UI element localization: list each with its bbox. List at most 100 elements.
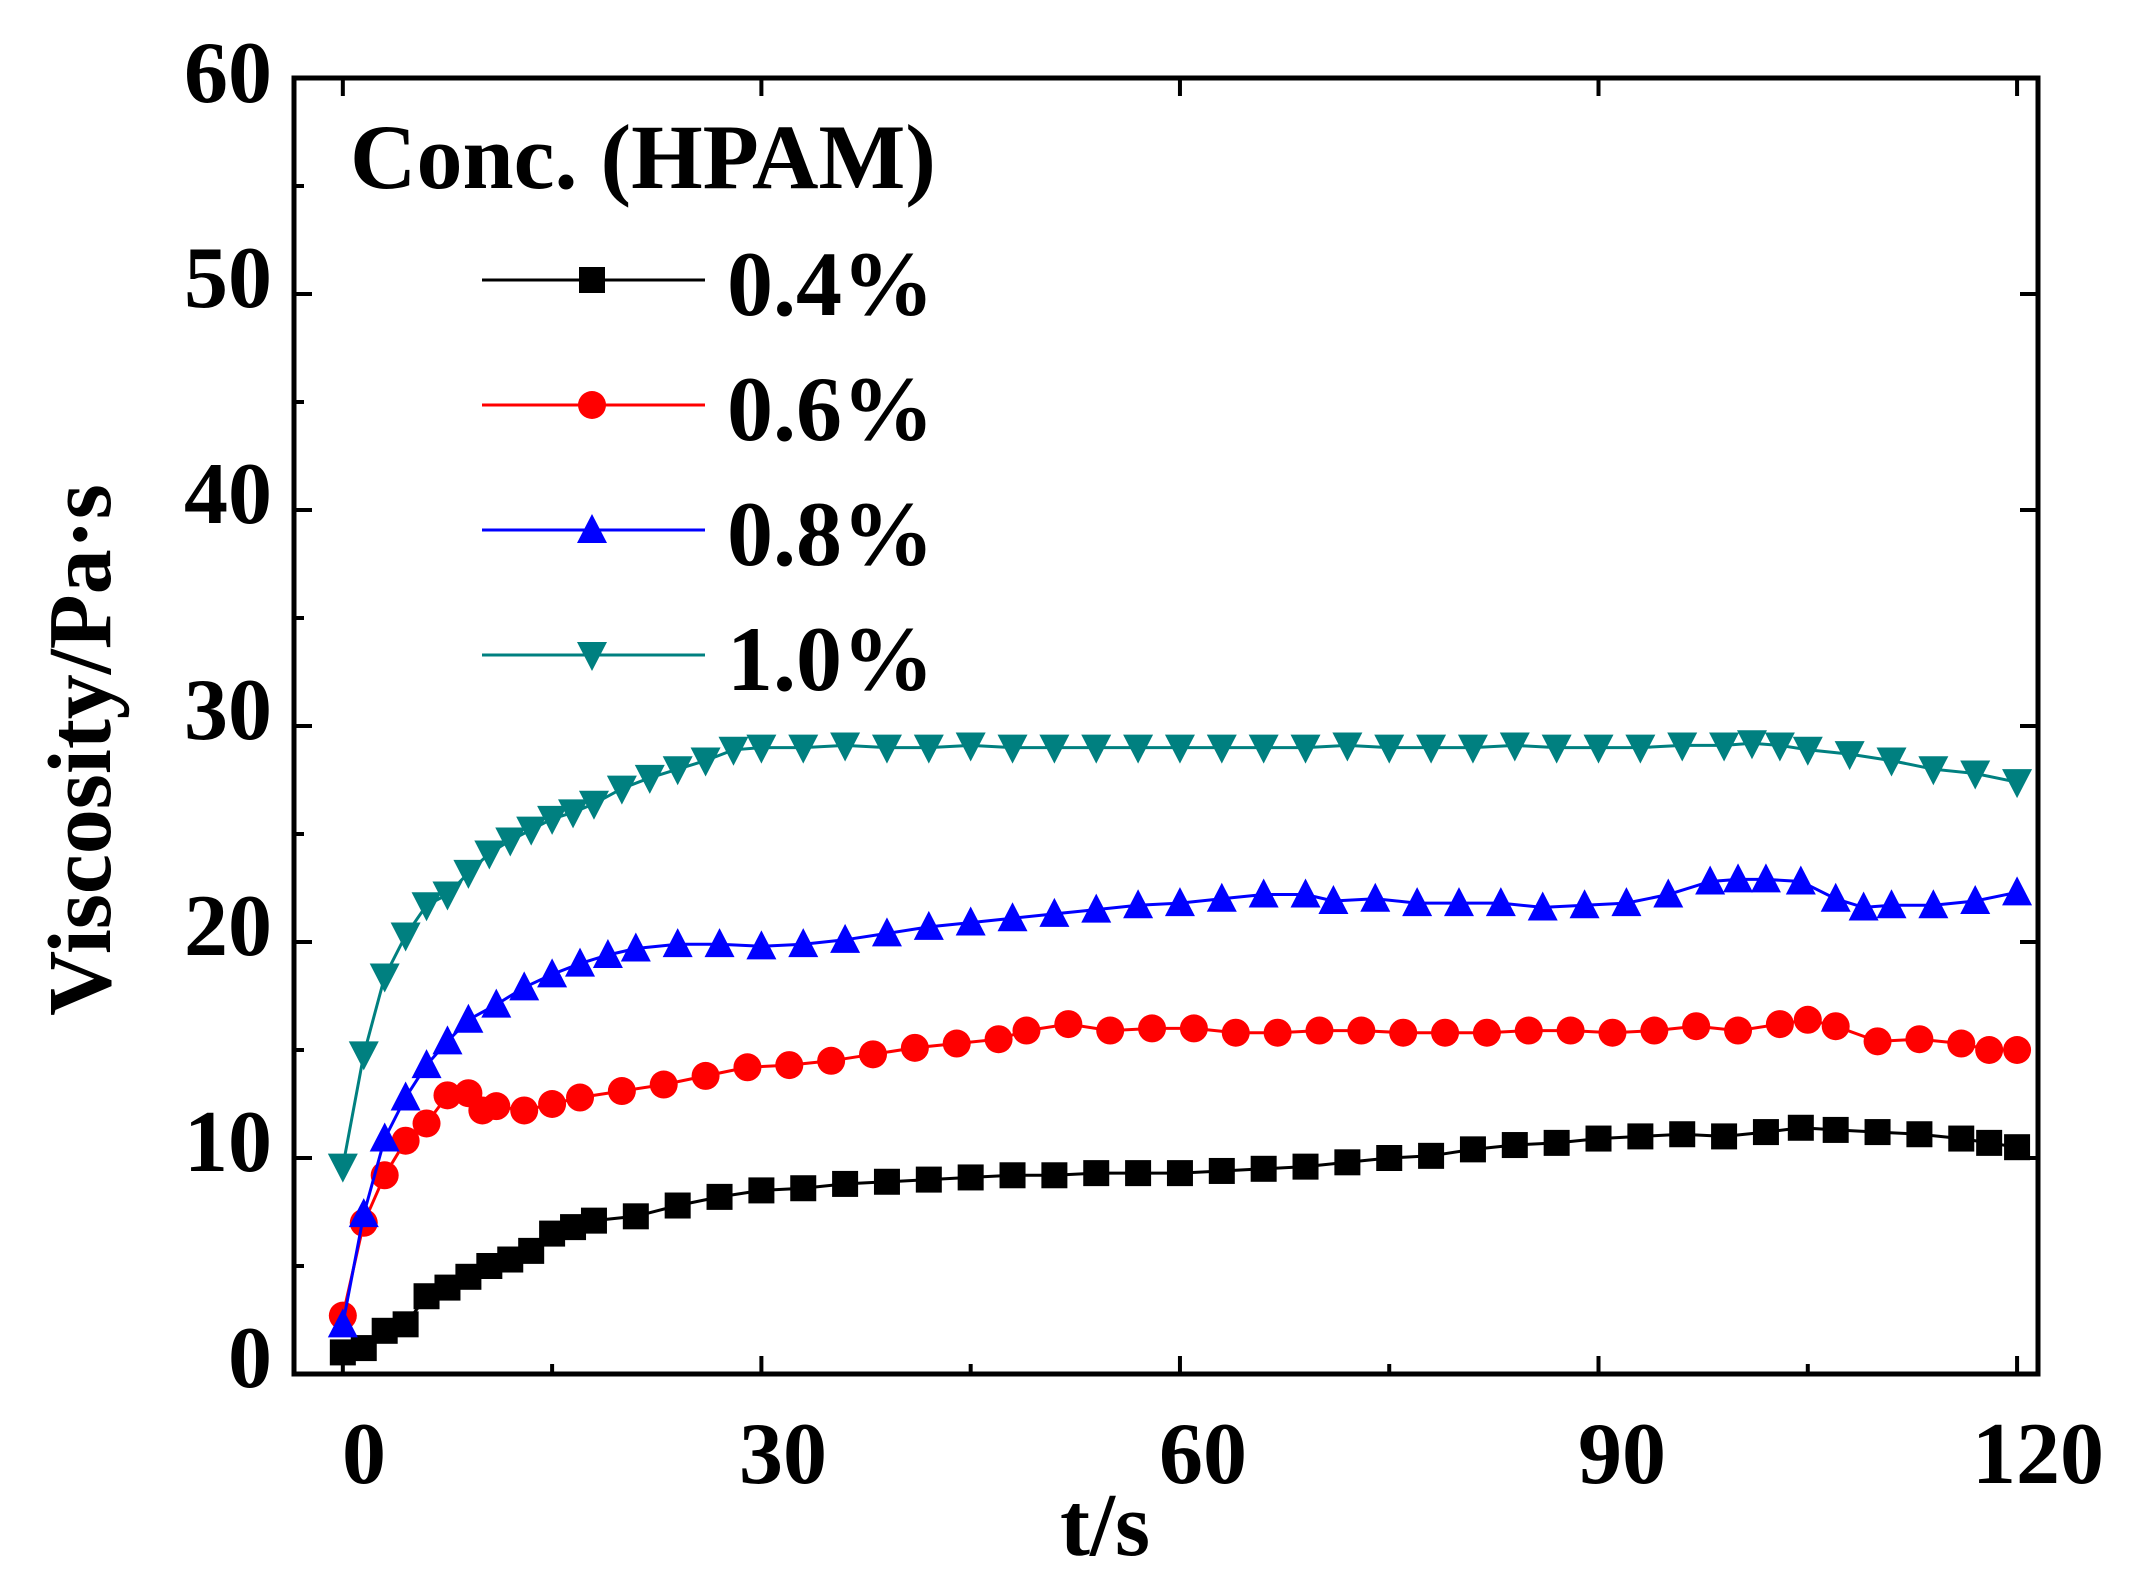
data-point-2-29 — [1318, 884, 1349, 914]
data-point-3-42 — [1736, 730, 1767, 760]
data-point-3-25 — [1039, 734, 1070, 764]
data-point-0-20 — [915, 1166, 942, 1193]
data-point-3-19 — [788, 734, 819, 764]
data-point-3-23 — [955, 732, 986, 762]
data-point-1-16 — [775, 1051, 804, 1080]
data-point-2-17 — [830, 923, 861, 953]
data-point-1-12 — [607, 1077, 636, 1106]
data-point-3-35 — [1457, 734, 1488, 764]
data-point-3-28 — [1164, 734, 1195, 764]
y-tick-label-0: 0 — [228, 1310, 272, 1407]
x-tick-label-120: 120 — [1972, 1406, 2104, 1503]
data-point-3-8 — [495, 827, 526, 857]
data-point-3-43 — [1764, 732, 1795, 762]
data-point-1-44 — [1905, 1025, 1934, 1054]
data-point-2-44 — [1876, 889, 1907, 919]
data-point-1-34 — [1514, 1016, 1543, 1045]
data-point-3-37 — [1541, 734, 1572, 764]
data-point-1-36 — [1598, 1018, 1627, 1047]
data-point-3-1 — [348, 1041, 379, 1071]
data-point-2-28 — [1290, 878, 1321, 908]
data-point-2-31 — [1402, 887, 1433, 917]
data-point-3-12 — [578, 790, 609, 820]
data-point-2-24 — [1123, 889, 1154, 919]
y-tick-label-40: 40 — [184, 446, 272, 543]
data-point-3-17 — [718, 736, 749, 766]
data-point-3-26 — [1081, 734, 1112, 764]
data-point-2-34 — [1527, 891, 1558, 921]
data-point-0-47 — [2004, 1134, 2031, 1161]
data-point-0-35 — [1543, 1129, 1570, 1156]
data-point-3-6 — [453, 859, 484, 889]
data-point-0-46 — [1976, 1129, 2003, 1156]
data-point-0-43 — [1864, 1119, 1891, 1146]
data-point-1-37 — [1640, 1016, 1669, 1045]
data-point-2-12 — [620, 932, 651, 962]
data-point-0-27 — [1208, 1157, 1235, 1184]
data-point-0-34 — [1501, 1132, 1528, 1159]
data-point-3-21 — [871, 734, 902, 764]
x-tick-label-0: 0 — [342, 1406, 386, 1503]
data-point-2-36 — [1611, 887, 1642, 917]
y-tick-label-50: 50 — [184, 230, 272, 327]
data-point-2-23 — [1081, 893, 1112, 923]
data-point-3-38 — [1583, 734, 1614, 764]
data-point-1-41 — [1793, 1005, 1822, 1034]
data-point-1-4 — [412, 1109, 441, 1138]
data-point-1-47 — [2003, 1036, 2032, 1064]
data-point-1-18 — [859, 1040, 888, 1069]
data-point-2-3 — [390, 1081, 421, 1111]
data-point-1-38 — [1682, 1012, 1711, 1041]
data-point-1-15 — [733, 1053, 762, 1082]
data-point-1-27 — [1221, 1018, 1250, 1047]
data-point-0-41 — [1787, 1114, 1814, 1141]
data-point-2-18 — [871, 917, 902, 947]
data-point-1-9 — [510, 1096, 539, 1125]
data-point-1-5 — [433, 1081, 462, 1110]
data-point-2-39 — [1723, 863, 1754, 893]
data-point-3-14 — [634, 764, 665, 794]
x-tick-labels: 0 30 60 90 120 — [342, 1406, 2104, 1503]
data-point-2-32 — [1443, 887, 1474, 917]
data-point-3-27 — [1123, 734, 1154, 764]
data-point-3-7 — [474, 840, 505, 870]
data-point-0-12 — [580, 1207, 607, 1234]
data-point-1-43 — [1863, 1027, 1892, 1056]
data-point-0-29 — [1292, 1153, 1319, 1180]
legend-items — [482, 267, 705, 671]
data-point-3-45 — [1834, 741, 1865, 771]
data-point-0-24 — [1083, 1160, 1110, 1187]
data-point-2-8 — [509, 971, 540, 1001]
series-layer — [327, 730, 2033, 1366]
data-point-3-48 — [1960, 760, 1991, 790]
data-point-1-25 — [1138, 1014, 1167, 1043]
data-point-3-20 — [830, 732, 861, 762]
data-point-3-24 — [997, 734, 1028, 764]
data-point-0-45 — [1948, 1125, 1975, 1152]
legend-title: Conc. (HPAM) — [350, 106, 936, 208]
data-point-0-18 — [832, 1170, 859, 1197]
data-point-1-22 — [1012, 1016, 1041, 1045]
data-point-2-41 — [1785, 865, 1816, 895]
data-point-0-40 — [1752, 1119, 1779, 1146]
legend-marker-2 — [577, 514, 607, 543]
y-tick-label-20: 20 — [184, 878, 272, 975]
data-point-0-31 — [1376, 1145, 1403, 1171]
data-point-2-10 — [565, 947, 596, 977]
data-point-0-15 — [706, 1183, 733, 1210]
data-point-3-36 — [1499, 732, 1530, 762]
data-point-0-28 — [1250, 1155, 1277, 1182]
data-point-3-40 — [1667, 732, 1698, 762]
data-point-0-44 — [1906, 1121, 1933, 1148]
legend: Conc. (HPAM) 0.4% 0.6% 0.8% 1.0% — [350, 106, 936, 710]
legend-label-3: 1.0% — [727, 608, 934, 710]
x-tick-label-60: 60 — [1159, 1406, 1247, 1503]
data-point-1-19 — [900, 1033, 929, 1062]
data-point-1-26 — [1179, 1014, 1208, 1043]
series-3 — [327, 730, 2033, 1183]
data-point-1-17 — [817, 1046, 846, 1075]
data-point-2-47 — [2002, 876, 2033, 906]
data-point-3-4 — [411, 892, 442, 922]
series-0 — [329, 1114, 2031, 1366]
data-point-0-22 — [999, 1162, 1026, 1189]
